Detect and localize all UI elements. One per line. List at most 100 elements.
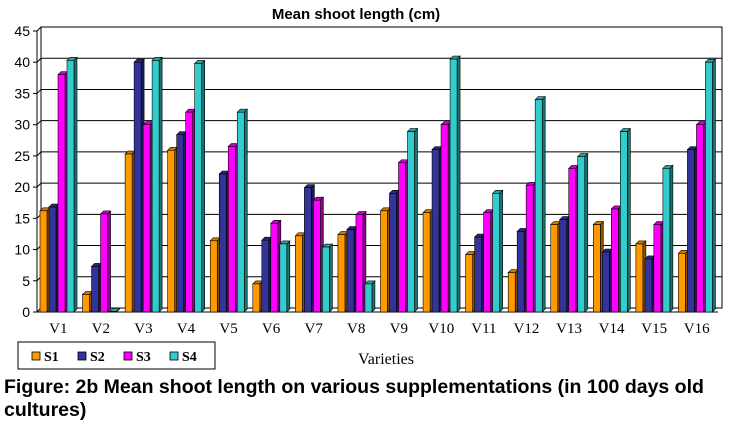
x-tick-label: V1 (49, 321, 67, 337)
bar-front (91, 266, 99, 313)
x-tick-label: V13 (556, 321, 582, 337)
bar-S2-V16 (686, 145, 699, 313)
x-axis-label: Varieties (358, 351, 414, 368)
bar-S1-V6 (252, 280, 264, 313)
bar-front (705, 61, 713, 313)
bar-S2-V15 (644, 255, 656, 313)
plot-area: 0 5 10 15 20 25 30 35 40 45 V1 V2 V3 V4 V5 V6 V7 V8 V9 V10 V… (14, 23, 723, 337)
bar-S4-V9 (406, 127, 419, 313)
x-tick-label: V8 (347, 321, 365, 337)
bar-S2-V3 (133, 58, 145, 313)
bar-front (185, 111, 193, 313)
bar-front (355, 214, 364, 313)
bar-front (209, 240, 218, 313)
bar-S2-V13 (559, 215, 571, 313)
bar-S1-V1 (39, 207, 51, 313)
bar-S1-V8 (337, 230, 349, 313)
gridline-depth (36, 151, 42, 157)
bar-side (499, 189, 503, 313)
legend-item-S1: S1 (31, 350, 59, 365)
bar-S4-V10 (449, 55, 461, 313)
bar-S4-V7 (321, 243, 334, 313)
bar-S4-V3 (151, 56, 163, 313)
bar-side (627, 127, 631, 313)
bar-front (380, 210, 388, 313)
bar-side (456, 55, 461, 313)
legend-label: S4 (182, 350, 197, 365)
bar-front (678, 253, 686, 313)
y-tick-label: 5 (22, 273, 30, 289)
bar-side (712, 58, 716, 313)
bar-front (57, 74, 66, 313)
bar-S3-V9 (397, 159, 410, 313)
y-tick-label: 35 (14, 85, 30, 101)
bar-front (465, 254, 473, 313)
bar-front (304, 187, 312, 313)
x-tick-label: V15 (641, 321, 667, 337)
bar-S4-V14 (619, 127, 632, 313)
bar-S4-V12 (534, 95, 546, 313)
bar-front (474, 236, 482, 313)
bar-front (176, 134, 184, 313)
bar-front (611, 208, 619, 313)
bar-S1-V15 (635, 240, 647, 313)
bar-S3-V4 (184, 108, 197, 313)
bar-front (550, 224, 559, 313)
bar-front (295, 235, 303, 313)
y-tick-label: 40 (14, 54, 30, 70)
bar-S1-V3 (124, 150, 136, 313)
bar-front (124, 153, 133, 313)
bar-S1-V2 (81, 290, 94, 313)
bar-front (662, 168, 671, 313)
y-tick-label: 45 (14, 23, 30, 39)
bar-front (313, 199, 321, 313)
bar-side (73, 56, 78, 313)
bar-S3-V8 (355, 210, 367, 313)
bar-front (644, 258, 653, 313)
bar-front (167, 149, 175, 313)
bar-S2-V12 (516, 227, 528, 313)
bar-S1-V10 (422, 208, 434, 313)
bar-front (194, 63, 202, 313)
bar-front (449, 58, 458, 313)
bar-S2-V9 (388, 189, 401, 313)
bar-S2-V14 (601, 248, 614, 313)
legend: S1 S2 S3 S4 (17, 341, 216, 370)
bar-S2-V8 (346, 225, 358, 313)
bar-front (516, 231, 525, 313)
bar-S4-V16 (704, 58, 717, 313)
x-tick-label: V6 (262, 321, 281, 337)
bar-S2-V11 (473, 233, 486, 313)
bar-front (492, 193, 500, 313)
bar-front (577, 156, 586, 313)
legend-swatch (123, 351, 133, 361)
bar-front (635, 243, 644, 313)
x-tick-label: V14 (599, 321, 625, 337)
bar-front (431, 149, 440, 313)
bar-front (346, 229, 355, 313)
x-tick-label: V12 (514, 321, 540, 337)
bar-front (440, 124, 449, 313)
bar-front (270, 223, 279, 313)
bar-front (48, 206, 57, 313)
legend-item-S4: S4 (169, 350, 197, 365)
bar-S3-V16 (695, 120, 708, 313)
bar-side (669, 164, 674, 313)
legend-swatch (169, 351, 179, 361)
bar-S1-V4 (166, 146, 179, 313)
x-tick-label: V11 (471, 321, 496, 337)
bar-S2-V5 (218, 170, 230, 313)
bar-front (218, 173, 227, 313)
bar-front (82, 294, 90, 313)
bar-S1-V16 (677, 249, 690, 313)
bar-front (620, 131, 628, 313)
bar-S2-V6 (261, 236, 273, 313)
bar-side (243, 108, 248, 313)
bar-chart: Mean shoot length (cm) 0 5 10 15 20 25 30 35 40 4… (14, 6, 723, 370)
x-tick-label: V5 (219, 321, 237, 337)
bar-S3-V13 (568, 164, 580, 313)
bar-side (158, 56, 163, 313)
bar-front (151, 60, 160, 313)
bar-front (687, 149, 695, 313)
bar-S1-V9 (379, 207, 392, 313)
